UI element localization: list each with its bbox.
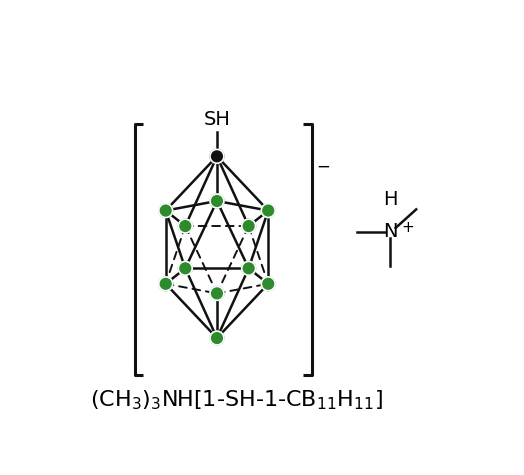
- Text: SH: SH: [203, 110, 231, 129]
- Text: N: N: [383, 222, 398, 241]
- Text: H: H: [383, 190, 398, 209]
- Text: +: +: [401, 219, 414, 235]
- Circle shape: [242, 261, 256, 275]
- Circle shape: [261, 277, 275, 291]
- Circle shape: [159, 277, 172, 291]
- Circle shape: [242, 219, 256, 233]
- Circle shape: [159, 204, 172, 218]
- Text: −: −: [316, 158, 330, 176]
- Circle shape: [210, 331, 224, 345]
- Circle shape: [210, 150, 224, 163]
- Circle shape: [261, 204, 275, 218]
- Circle shape: [178, 219, 192, 233]
- Circle shape: [210, 286, 224, 300]
- Circle shape: [210, 194, 224, 208]
- Circle shape: [178, 261, 192, 275]
- Text: (CH$_3$)$_3$NH[1-SH-1-CB$_{11}$H$_{11}$]: (CH$_3$)$_3$NH[1-SH-1-CB$_{11}$H$_{11}$]: [90, 389, 383, 412]
